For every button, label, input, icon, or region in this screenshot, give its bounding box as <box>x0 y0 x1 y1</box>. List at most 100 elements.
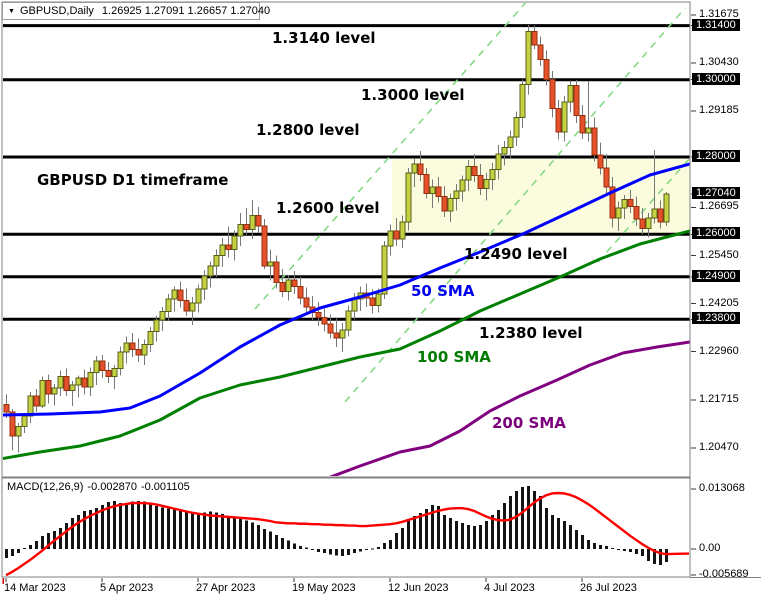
bear-candle <box>9 411 16 437</box>
level-1-2380-label: 1.2380 level <box>479 324 583 342</box>
bull-candle <box>399 221 406 240</box>
price-axis-label: 1.24205 <box>699 297 739 309</box>
bear-candle <box>369 297 376 307</box>
level-1-2800-label: 1.2800 level <box>256 121 360 139</box>
bull-candle <box>459 179 466 192</box>
bear-candle <box>99 360 106 371</box>
macd-histogram-bar <box>245 520 248 549</box>
bull-candle <box>75 377 82 386</box>
bear-candle <box>333 332 340 339</box>
macd-histogram-bar <box>311 549 314 550</box>
macd-histogram-bar <box>431 504 434 549</box>
bull-candle <box>201 275 208 290</box>
bear-candle <box>603 167 610 188</box>
symbol-dropdown-icon[interactable]: ▼ <box>8 8 15 15</box>
bear-candle <box>183 300 190 312</box>
bull-candle <box>453 190 460 200</box>
macd-indicator-label: MACD(12,26,9) -0.002870 -0.001105 <box>7 481 194 493</box>
bull-candle <box>171 289 178 300</box>
bull-candle <box>495 153 502 170</box>
macd-histogram-bar <box>437 505 440 549</box>
sma50-line[interactable] <box>0 162 690 417</box>
date-axis-label: 12 Jun 2023 <box>388 582 449 594</box>
macd-pane <box>5 486 690 576</box>
price-level-tag: 1.23800 <box>692 312 740 324</box>
price-axis-label: 1.22960 <box>699 345 739 357</box>
macd-histogram-bar <box>233 517 236 549</box>
price-axis-label: 1.31675 <box>699 8 739 20</box>
date-axis-label: 4 Jul 2023 <box>484 582 535 594</box>
bear-candle <box>597 154 604 169</box>
date-axis-label: 19 May 2023 <box>292 582 356 594</box>
macd-histogram-bar <box>41 536 44 549</box>
sma100-line[interactable] <box>0 229 690 460</box>
sma50-label: 50 SMA <box>411 282 475 300</box>
bear-candle <box>579 114 586 134</box>
bear-candle <box>81 377 88 388</box>
bull-candle <box>381 245 388 295</box>
macd-histogram-bar <box>347 549 350 555</box>
bear-candle <box>471 166 478 177</box>
bear-candle <box>537 44 544 61</box>
macd-histogram-bar <box>443 515 446 549</box>
trendline[interactable] <box>254 0 528 310</box>
bull-candle <box>387 230 394 247</box>
level-1-2490-label: 1.2490 level <box>464 245 568 263</box>
price-axis-label: 1.25450 <box>699 249 739 261</box>
date-axis-label: 5 Apr 2023 <box>100 582 154 594</box>
bull-candle <box>39 379 46 407</box>
bull-candle <box>405 172 412 223</box>
trendline[interactable] <box>597 157 690 263</box>
macd-histogram-bar <box>239 518 242 549</box>
bear-candle <box>315 311 322 318</box>
macd-histogram-bar <box>581 535 584 549</box>
macd-histogram-bar <box>149 504 152 549</box>
bull-candle <box>447 198 454 212</box>
macd-histogram-bar <box>527 486 530 549</box>
price-axis-label: 1.30430 <box>699 56 739 68</box>
macd-histogram-bar <box>539 496 542 549</box>
macd-histogram-bar <box>287 540 290 549</box>
bear-candle <box>543 59 550 81</box>
macd-histogram-bar <box>221 514 224 549</box>
macd-histogram-bar <box>47 532 50 549</box>
bear-candle <box>261 225 268 267</box>
macd-histogram-bar <box>173 509 176 549</box>
trendline[interactable] <box>344 7 686 403</box>
macd-histogram-bar <box>23 548 26 550</box>
macd-histogram-bar <box>281 537 284 549</box>
bear-candle <box>423 173 430 195</box>
bull-candle <box>621 198 628 209</box>
bull-candle <box>513 117 520 138</box>
macd-signal-line <box>5 491 690 576</box>
bear-candle <box>279 282 286 292</box>
macd-histogram-bar <box>263 528 266 549</box>
price-axis-label: 1.21715 <box>699 393 739 405</box>
bull-candle <box>141 343 148 356</box>
symbol-title-box[interactable]: ▼ GBPUSD,Daily 1.26925 1.27091 1.26657 1.2… <box>2 2 270 20</box>
macd-histogram-bar <box>659 549 662 566</box>
macd-histogram-bar <box>341 549 344 556</box>
macd-histogram-bar <box>359 549 362 552</box>
macd-histogram-bar <box>413 515 416 549</box>
macd-histogram-bar <box>119 503 122 549</box>
bull-candle <box>57 375 64 389</box>
macd-histogram-bar <box>395 532 398 549</box>
bull-candle <box>465 166 472 181</box>
macd-histogram-bar <box>605 545 608 549</box>
bull-candle <box>219 244 226 257</box>
bear-candle <box>393 230 400 240</box>
bear-candle <box>291 279 298 287</box>
bull-candle <box>87 372 94 388</box>
bull-candle <box>27 395 34 417</box>
macd-histogram-bar <box>179 509 182 549</box>
macd-histogram-bar <box>647 549 650 561</box>
macd-histogram-bar <box>389 539 392 549</box>
date-axis-label: 27 Apr 2023 <box>196 582 256 594</box>
macd-histogram-bar <box>635 549 638 555</box>
macd-histogram-bar <box>485 521 488 549</box>
macd-histogram-bar <box>11 549 14 556</box>
macd-histogram-bar <box>17 549 20 554</box>
sma200-line[interactable] <box>328 340 690 478</box>
